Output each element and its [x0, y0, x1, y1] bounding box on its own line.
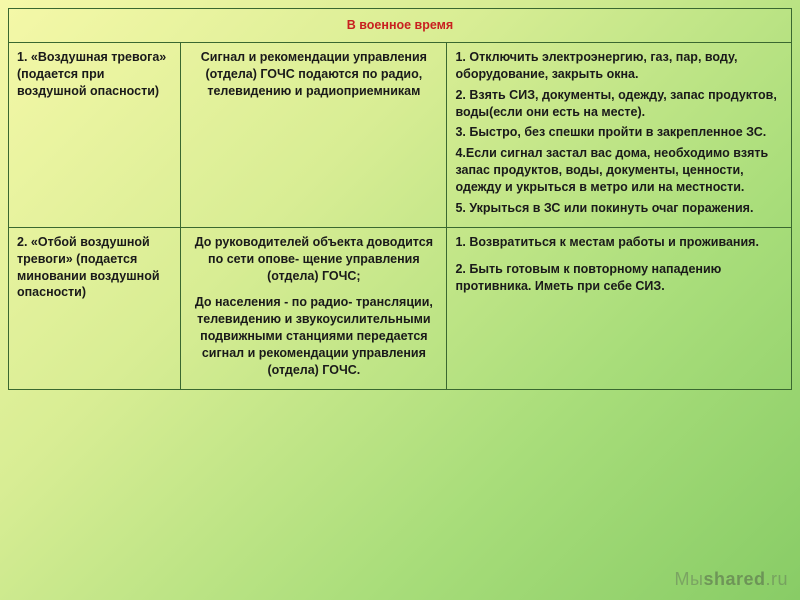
table-header: В военное время	[9, 9, 792, 43]
table-row: 2. «Отбой воздушной тревоги» (подается м…	[9, 227, 792, 389]
row1-col1: 1. «Воздушная тревога» (подается при воз…	[9, 42, 181, 227]
row2-c2-item: До населения - по радио- трансляции, тел…	[189, 294, 438, 378]
row2-col2: До руководителей объекта доводится по се…	[181, 227, 447, 389]
watermark-part1: Мы	[675, 569, 704, 589]
row1-col2: Сигнал и рекомендации управления (отдела…	[181, 42, 447, 227]
row2-col3: 1. Возвратиться к местам работы и прожив…	[447, 227, 792, 389]
row1-c3-item: 1. Отключить электроэнергию, газ, пар, в…	[455, 49, 783, 83]
row2-col1: 2. «Отбой воздушной тревоги» (подается м…	[9, 227, 181, 389]
row1-c3-item: 5. Укрыться в ЗС или покинуть очаг пораж…	[455, 200, 783, 217]
table-row: 1. «Воздушная тревога» (подается при воз…	[9, 42, 792, 227]
row2-c3-item: 1. Возвратиться к местам работы и прожив…	[455, 234, 783, 251]
watermark-part2: shared	[703, 569, 765, 589]
row1-c3-item: 2. Взять СИЗ, документы, одежду, запас п…	[455, 87, 783, 121]
row2-c2-item: До руководителей объекта доводится по се…	[189, 234, 438, 285]
row1-c3-item: 4.Если сигнал застал вас дома, необходим…	[455, 145, 783, 196]
watermark-ext: .ru	[765, 569, 788, 589]
header-title: В военное время	[347, 18, 453, 32]
watermark: Мыshared.ru	[675, 569, 788, 590]
row2-c3-item: 2. Быть готовым к повторному нападению п…	[455, 261, 783, 295]
row1-col3: 1. Отключить электроэнергию, газ, пар, в…	[447, 42, 792, 227]
row1-c3-item: 3. Быстро, без спешки пройти в закреплен…	[455, 124, 783, 141]
wartime-signals-table: В военное время 1. «Воздушная тревога» (…	[8, 8, 792, 390]
